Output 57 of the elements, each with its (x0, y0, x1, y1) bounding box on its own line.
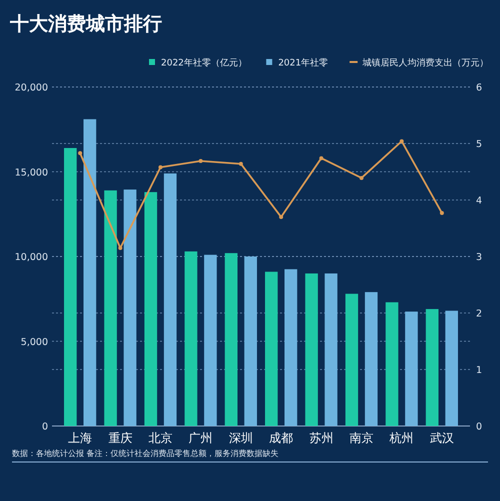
bar (405, 312, 418, 426)
x-tick-label: 武汉 (430, 431, 454, 445)
point (78, 151, 82, 156)
bar (64, 148, 77, 426)
bar (284, 269, 298, 426)
legend-label: 城镇居民人均消费支出（万元） (362, 58, 489, 68)
point (279, 214, 284, 219)
point (400, 139, 404, 144)
x-tick-label: 北京 (148, 431, 172, 445)
y2-tick-label: 6 (476, 82, 482, 94)
y2-tick-label: 2 (476, 308, 482, 320)
x-tick-label: 广州 (188, 431, 213, 445)
y-tick-label: 15,000 (14, 167, 48, 178)
bar (84, 119, 96, 426)
bar (244, 256, 257, 426)
legend-label: 2021年社零 (278, 58, 328, 68)
x-tick-label: 深圳 (228, 431, 253, 445)
x-tick-label: 上海 (68, 431, 92, 445)
bar (305, 273, 318, 426)
point (440, 210, 444, 215)
point (319, 156, 324, 160)
bar (144, 192, 158, 426)
bar (164, 173, 177, 426)
y-tick-label: 20,000 (14, 82, 48, 94)
point (198, 159, 203, 164)
x-tick-label: 苏州 (309, 431, 334, 445)
text: 数据：各地统计公报 备注：仅统计社会消费品零售总额，服务消费数据缺失 (12, 449, 279, 458)
bar (204, 254, 217, 426)
y-tick-label: 5,000 (20, 336, 48, 348)
bar (345, 294, 358, 426)
chart-title: 十大消费城市排行 (9, 13, 162, 35)
point (118, 246, 122, 250)
point (158, 165, 162, 170)
y2-tick-label: 1 (476, 365, 482, 376)
bar (426, 309, 438, 426)
bar (224, 253, 238, 426)
bar (184, 251, 198, 426)
x-tick-label: 重庆 (108, 431, 132, 445)
x-tick-label: 成都 (269, 431, 294, 445)
point (360, 176, 364, 180)
legend-label: 2022年社零（亿元） (161, 58, 247, 68)
x-tick-label: 南京 (350, 431, 374, 445)
y-tick-label: 10,000 (14, 252, 48, 263)
bar (364, 292, 378, 426)
y-tick-label: 0 (42, 422, 48, 432)
y2-tick-label: 3 (476, 252, 482, 263)
bar (386, 302, 398, 426)
y2-tick-label: 5 (476, 139, 482, 150)
bar (445, 310, 458, 426)
x-tick-label: 杭州 (388, 431, 414, 445)
y2-tick-label: 0 (476, 422, 482, 432)
point (238, 162, 243, 166)
y2-tick-label: 4 (476, 196, 482, 206)
bar (265, 272, 278, 426)
bar (124, 190, 136, 426)
bar (104, 190, 117, 426)
bar (324, 273, 338, 426)
